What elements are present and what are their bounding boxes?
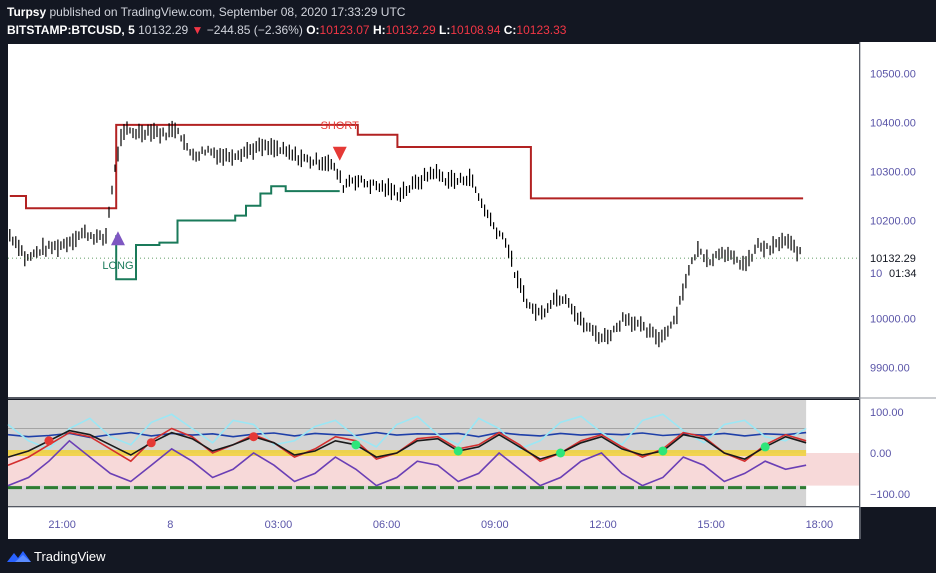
buy-dot xyxy=(556,448,566,458)
osc-tick-label: 0.00 xyxy=(870,448,891,460)
high-label: H: xyxy=(372,23,386,37)
down-arrow-icon: ▼ xyxy=(191,23,204,37)
low-value: 10108.94 xyxy=(450,23,501,37)
chart-header: Turpsy published on TradingView.com, Sep… xyxy=(0,0,936,42)
time-tick-label: 09:00 xyxy=(481,519,509,531)
time-tick-label: 8 xyxy=(167,519,173,531)
short-signal-marker xyxy=(332,146,347,161)
publish-info: published on TradingView.com, September … xyxy=(49,5,406,19)
sell-dot xyxy=(146,438,156,448)
oscillator-series-line xyxy=(7,427,807,466)
osc-tick-label: −100.00 xyxy=(870,489,910,501)
price-tick-label: 9900.00 xyxy=(870,363,910,375)
time-tick-label: 12:00 xyxy=(589,519,617,531)
time-tick-label: 03:00 xyxy=(265,519,293,531)
price-tick-label: 10500.00 xyxy=(870,68,916,80)
price-pane xyxy=(8,44,859,397)
long-signal-label: LONG xyxy=(102,260,133,272)
current-price-box xyxy=(861,249,936,286)
symbol-name: BITSTAMP:BTCUSD, 5 xyxy=(7,23,135,37)
short-signal-label: SHORT xyxy=(321,120,360,132)
buy-dot xyxy=(351,440,361,450)
chart-canvas[interactable]: LONG SHORT 10500.00 10400.00 10300.00 10200.0… xyxy=(0,42,936,540)
oscillator-series-line xyxy=(7,413,807,450)
low-label: L: xyxy=(439,23,451,37)
open-label: O: xyxy=(306,23,320,37)
candles xyxy=(9,120,801,348)
time-tick-label: 15:00 xyxy=(697,519,725,531)
open-value: 10123.07 xyxy=(319,23,370,37)
price-tick-label: 10300.00 xyxy=(870,166,916,178)
high-value: 10132.29 xyxy=(385,23,436,37)
short-stop-line xyxy=(9,123,804,210)
tradingview-logo-icon[interactable] xyxy=(6,548,32,564)
close-label: C: xyxy=(503,23,517,37)
ohlc-line: BITSTAMP:BTCUSD, 5 10132.29 ▼ −244.85 (−… xyxy=(7,23,566,37)
price-tick-label: 10000.00 xyxy=(870,314,916,326)
buy-dot xyxy=(658,446,668,456)
oscillator-lower-zone xyxy=(8,453,859,486)
sell-dot xyxy=(44,436,54,446)
time-tick-label: 18:00 xyxy=(806,519,834,531)
sell-dot xyxy=(249,432,259,442)
time-tick-label: 21:00 xyxy=(48,519,76,531)
price-tick-label: 10200.00 xyxy=(870,216,916,228)
last-price: 10132.29 xyxy=(138,23,189,37)
oscillator-series-line xyxy=(7,439,807,487)
buy-dot xyxy=(760,442,770,452)
time-tick-label: 06:00 xyxy=(373,519,401,531)
partial-tick-label: 10 xyxy=(870,268,882,280)
brand-name[interactable]: TradingView xyxy=(34,549,106,564)
author-name[interactable]: Turpsy xyxy=(7,5,47,19)
long-stop-line xyxy=(115,185,340,281)
osc-tick-label: 100.00 xyxy=(870,407,904,419)
price-change: −244.85 (−2.36%) xyxy=(206,23,303,37)
long-signal-marker xyxy=(110,231,125,246)
chart-footer: TradingView xyxy=(0,540,936,573)
publish-line: Turpsy published on TradingView.com, Sep… xyxy=(7,5,405,19)
current-price-label: 10132.29 xyxy=(870,253,916,265)
oscillator-series-line xyxy=(7,429,807,460)
countdown-label: 01:34 xyxy=(889,268,917,280)
price-tick-label: 10400.00 xyxy=(870,117,916,129)
buy-dot xyxy=(453,446,463,456)
close-value: 10123.33 xyxy=(516,23,567,37)
time-axis xyxy=(8,507,859,539)
